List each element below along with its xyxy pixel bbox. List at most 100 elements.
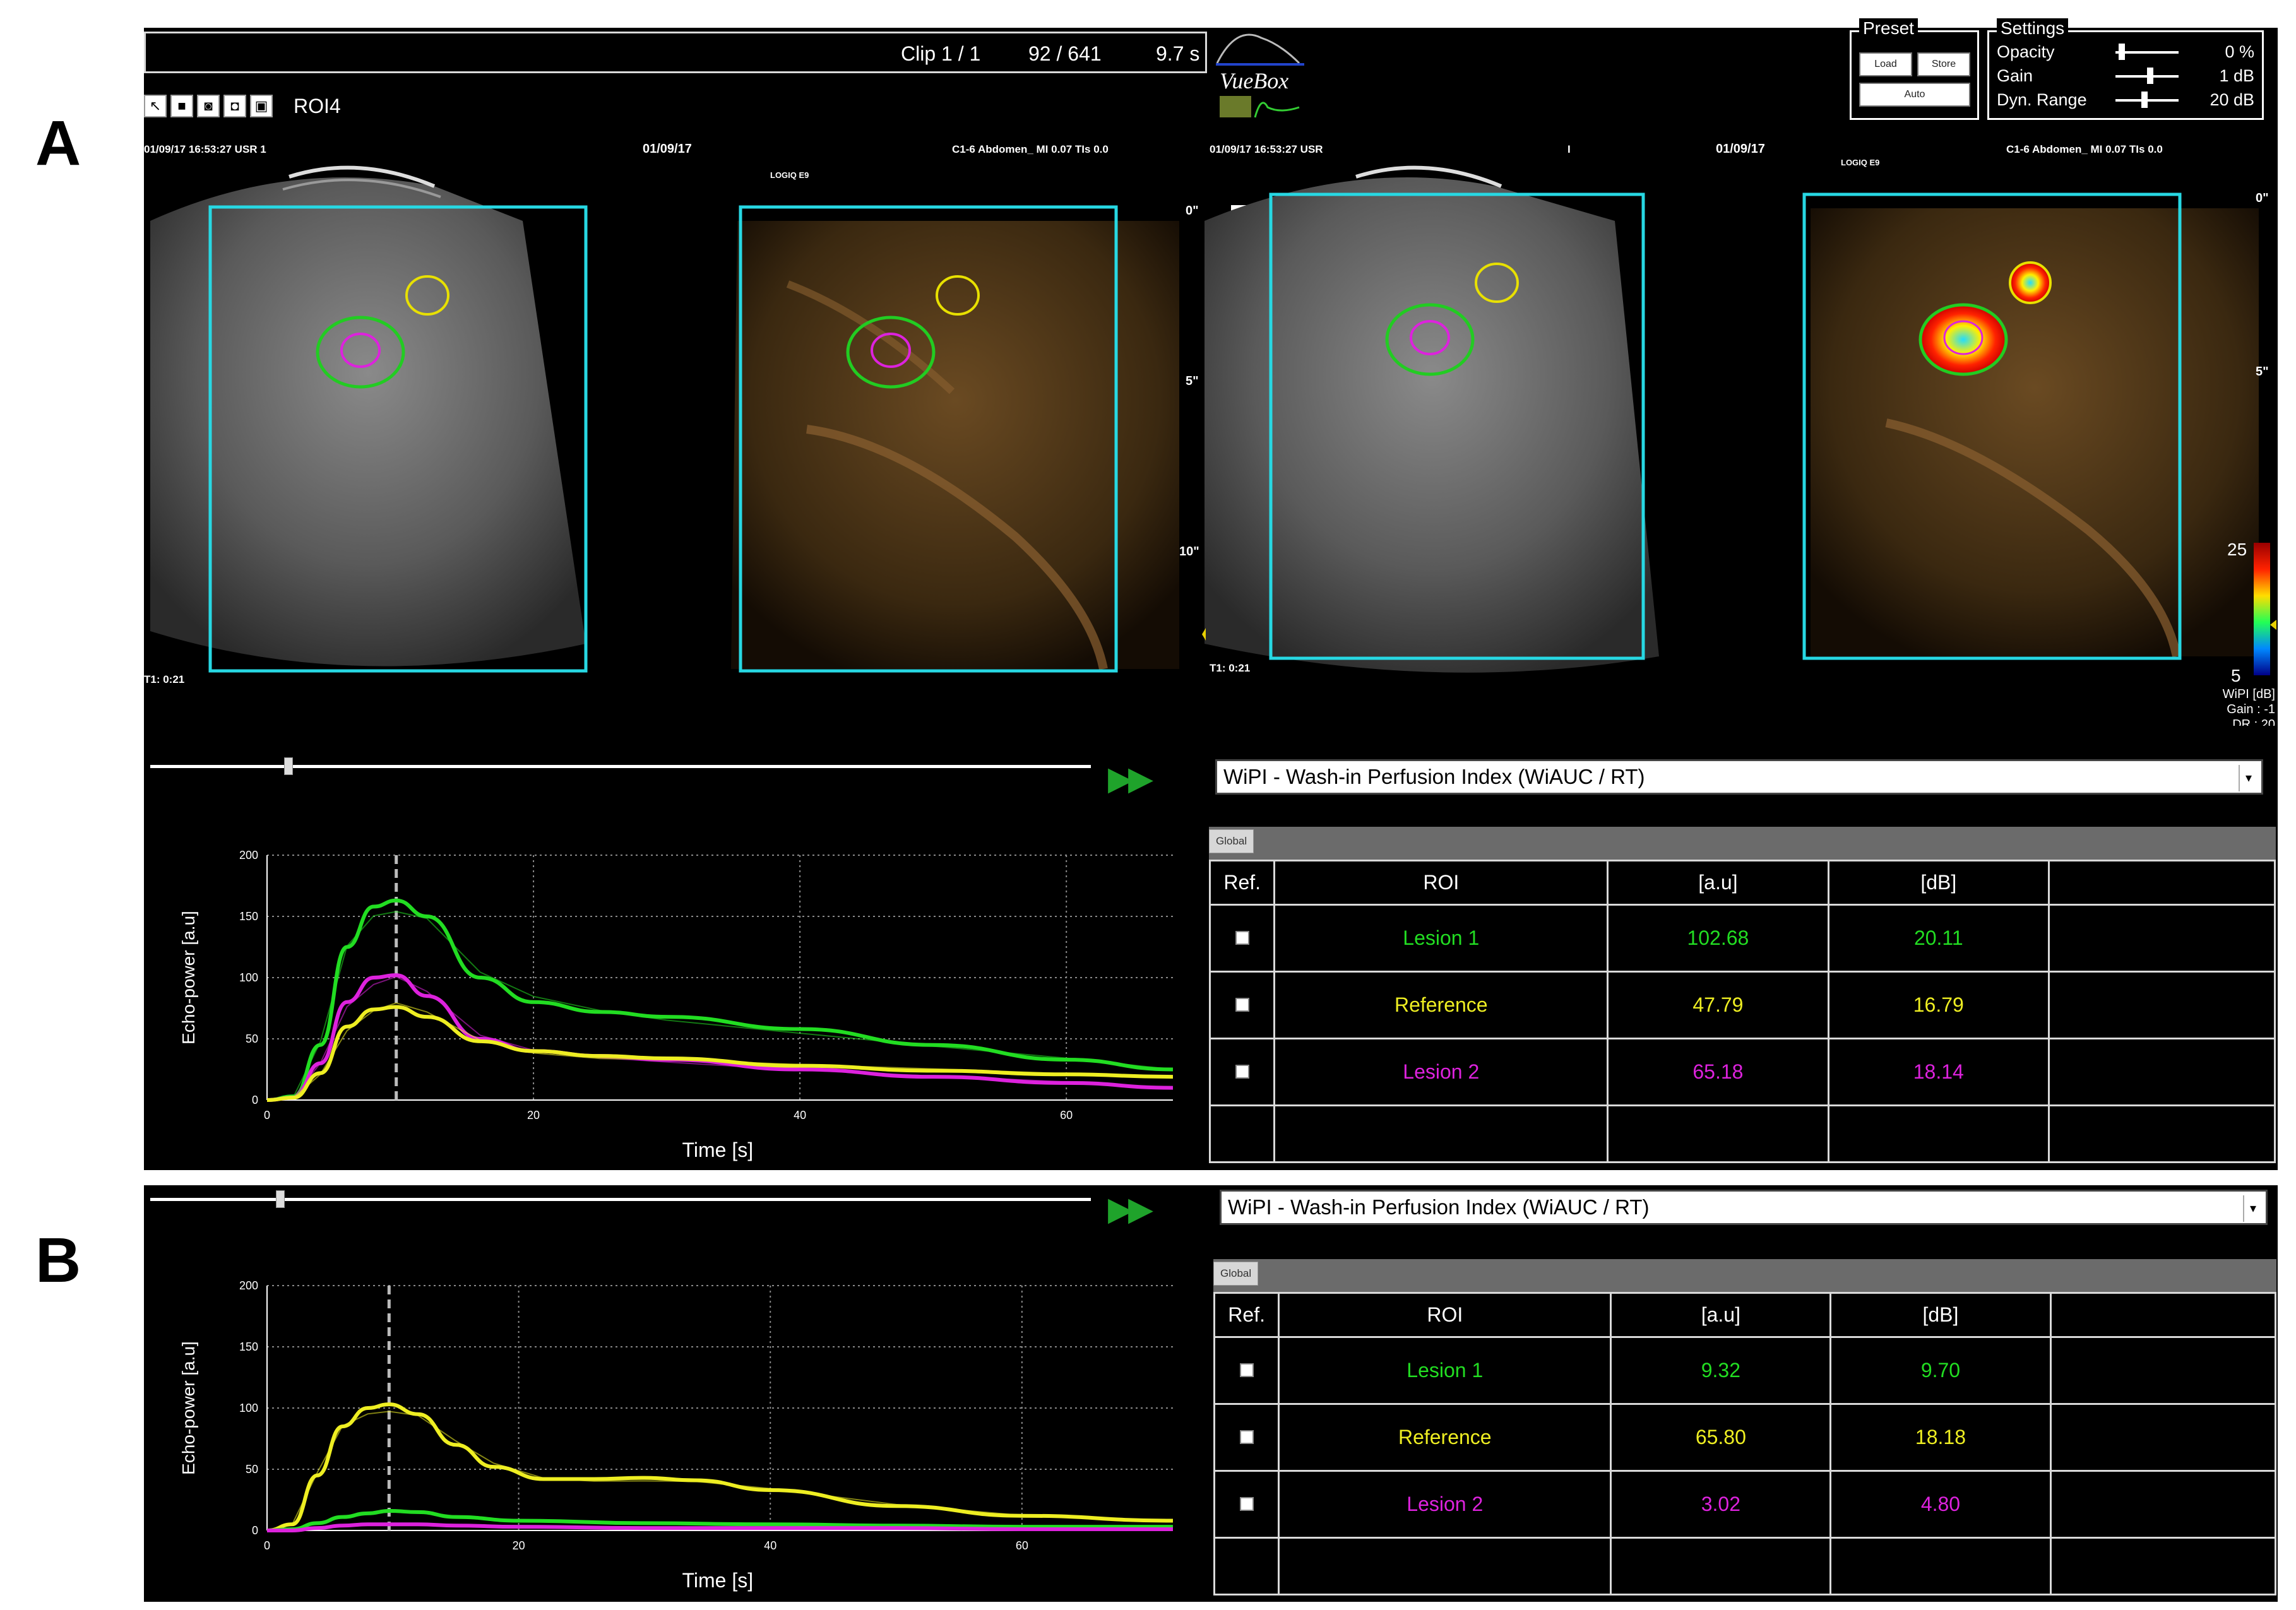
cell-db: 16.79 — [1827, 971, 2050, 1039]
right-ceus-roi-box[interactable] — [1802, 192, 2182, 660]
ref-checkbox[interactable] — [1239, 1363, 1254, 1377]
ref-checkbox[interactable] — [1235, 931, 1249, 945]
cell-roi: Lesion 1 — [1278, 1336, 1612, 1405]
results-tab-bar: Global — [1213, 1259, 2276, 1292]
table-row[interactable]: Lesion 1 9.32 9.70 — [1213, 1336, 2276, 1405]
lesion-2-roi[interactable] — [340, 333, 381, 368]
empty-cell — [1829, 1537, 2052, 1595]
table-row[interactable]: Lesion 2 3.02 4.80 — [1213, 1470, 2276, 1539]
empty-cell — [1213, 1537, 1280, 1595]
settings-label: Gain — [1997, 66, 2033, 85]
play-forward-button[interactable]: ▶▶ — [1108, 761, 1153, 797]
lesion-2-roi[interactable] — [1410, 320, 1450, 355]
y-tick-label: 150 — [239, 910, 258, 923]
tab-global[interactable]: Global — [1213, 1262, 1259, 1286]
x-tick-label: 0 — [264, 1539, 270, 1552]
lesion-1-roi[interactable] — [846, 316, 936, 389]
right-t1-text: T1: 0:21 — [1210, 662, 1250, 674]
raw-data-line — [266, 1002, 1174, 1101]
store-button[interactable]: Store — [1917, 52, 1970, 76]
cell-roi: Lesion 1 — [1273, 904, 1609, 973]
play-forward-button[interactable]: ▶▶ — [1108, 1191, 1153, 1228]
x-axis-label: Time [s] — [682, 1139, 754, 1161]
timeline-slider-knob[interactable] — [284, 757, 293, 775]
left-bmode-roi-box[interactable] — [208, 205, 588, 673]
preset-title: Preset — [1859, 18, 1918, 38]
settings-slider-knob[interactable] — [2146, 68, 2153, 84]
ref-cell — [1208, 971, 1276, 1039]
results-table: Ref. ROI [a.u] [dB] Lesion 1 9.32 9.70 Referenc… — [1213, 1292, 2276, 1595]
empty-cell — [2049, 1336, 2276, 1405]
reference-roi[interactable] — [405, 275, 449, 316]
settings-slider-knob[interactable] — [2141, 92, 2148, 108]
table-row[interactable]: Lesion 2 65.18 18.14 — [1208, 1038, 2276, 1106]
timeline-slider-knob[interactable] — [276, 1190, 285, 1208]
column-header: Ref. — [1208, 860, 1276, 906]
cursor-icon[interactable]: ↖ — [144, 95, 167, 117]
ultrasound-images: 01/09/17 16:53:27 USR 1 01/09/17 C1-6 Ab… — [144, 142, 2276, 731]
auto-button[interactable]: Auto — [1859, 83, 1970, 107]
cell-db: 20.11 — [1827, 904, 2050, 973]
settings-title: Settings — [1997, 18, 2069, 38]
ref-checkbox[interactable] — [1239, 1430, 1254, 1444]
reference-roi[interactable] — [936, 275, 980, 316]
results-table: Ref. ROI [a.u] [dB] Lesion 1 102.68 20.11 Refer… — [1208, 860, 2276, 1163]
ref-checkbox[interactable] — [1239, 1497, 1254, 1511]
ref-checkbox[interactable] — [1235, 1065, 1249, 1079]
column-header: ROI — [1273, 860, 1609, 906]
chevron-down-icon[interactable]: ▾ — [2239, 765, 2257, 791]
right-bmode-image — [1205, 177, 1659, 673]
x-tick-label: 0 — [264, 1109, 270, 1122]
cell-au: 3.02 — [1610, 1470, 1832, 1539]
color-bar-gain: Gain : -1 — [2227, 702, 2275, 716]
parameter-dropdown[interactable]: WiPI - Wash-in Perfusion Index (WiAUC / … — [1215, 759, 2263, 795]
ref-cell — [1213, 1470, 1280, 1539]
empty-cell — [2047, 1104, 2276, 1163]
roi-toolbar: ↖ ■ ◙ ◘ ▣ — [144, 95, 273, 119]
tab-global[interactable]: Global — [1209, 829, 1254, 853]
roi-edit-icon[interactable]: ◘ — [223, 95, 246, 117]
settings-slider[interactable] — [2115, 51, 2179, 54]
roi-delete-icon[interactable]: ▣ — [250, 95, 273, 117]
timeline-slider-track[interactable] — [150, 1198, 1091, 1201]
y-axis-label: Echo-power [a.u] — [179, 1341, 198, 1475]
ultrasound-view[interactable]: 01/09/17 16:53:27 USR 1 01/09/17 C1-6 Ab… — [144, 126, 2278, 731]
chevron-down-icon[interactable]: ▾ — [2243, 1195, 2262, 1222]
table-row[interactable]: Reference 47.79 16.79 — [1208, 971, 2276, 1039]
cell-db: 4.80 — [1829, 1470, 2052, 1539]
x-axis-label: Time [s] — [682, 1569, 754, 1592]
lesion-1-roi[interactable] — [1385, 303, 1475, 376]
x-tick-label: 40 — [794, 1109, 806, 1122]
panel-label-a: A — [35, 108, 81, 179]
lesion-1-parametric-map — [1918, 303, 2008, 376]
left-probe-text: C1-6 Abdomen_ MI 0.07 TIs 0.0 — [952, 143, 1109, 155]
x-tick-label: 60 — [1060, 1109, 1073, 1122]
reference-roi[interactable] — [1475, 263, 1519, 303]
cell-au: 65.80 — [1610, 1403, 1832, 1472]
wipi-color-bar — [2254, 543, 2270, 675]
lesion-2-roi[interactable] — [871, 333, 911, 368]
cell-db: 9.70 — [1829, 1336, 2052, 1405]
settings-slider-knob[interactable] — [2118, 44, 2125, 60]
frame-counter: 92 / 641 — [1028, 42, 1102, 65]
lesion-1-roi[interactable] — [316, 316, 405, 389]
square-icon[interactable]: ■ — [170, 95, 193, 117]
load-button[interactable]: Load — [1859, 52, 1912, 76]
parameter-dropdown[interactable]: WiPI - Wash-in Perfusion Index (WiAUC / … — [1220, 1190, 2268, 1225]
y-tick-label: 200 — [239, 1279, 258, 1292]
table-row[interactable]: Reference 65.80 18.18 — [1213, 1403, 2276, 1472]
ref-checkbox[interactable] — [1235, 998, 1249, 1012]
cell-db: 18.18 — [1829, 1403, 2052, 1472]
x-tick-label: 60 — [1016, 1539, 1028, 1552]
settings-value: 20 dB — [2210, 90, 2254, 109]
x-tick-label: 20 — [513, 1539, 525, 1552]
table-row[interactable]: Lesion 1 102.68 20.11 — [1208, 904, 2276, 973]
timeline-slider-track[interactable] — [150, 765, 1091, 768]
right-logiq-text: LOGIQ E9 — [1841, 158, 1879, 167]
right-bmode-roi-box[interactable] — [1269, 192, 1645, 660]
column-header: [dB] — [1829, 1292, 2052, 1338]
left-ceus-roi-box[interactable] — [739, 205, 1118, 673]
column-header: [dB] — [1827, 860, 2050, 906]
roi-icon[interactable]: ◙ — [197, 95, 220, 117]
cell-roi: Lesion 2 — [1273, 1038, 1609, 1106]
